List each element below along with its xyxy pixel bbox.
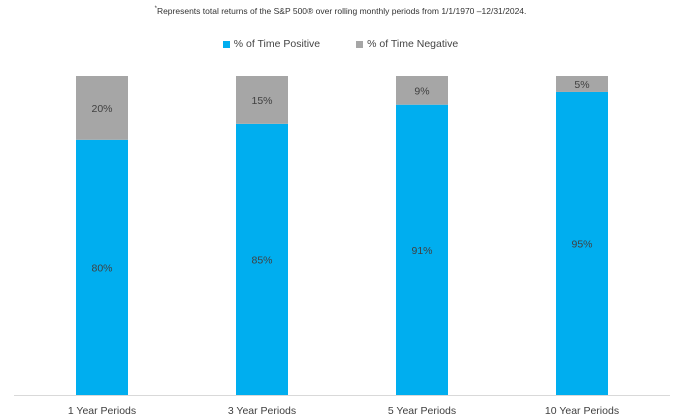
bar-negative-2 — [236, 76, 288, 124]
bar-positive-3 — [396, 104, 448, 396]
legend-swatch-negative — [356, 40, 364, 48]
data-label-negative-2: 15% — [251, 95, 272, 107]
bar-positive-1 — [76, 139, 128, 395]
bar-positive-4 — [556, 91, 608, 395]
data-label-negative-1: 20% — [91, 103, 112, 115]
footnote-marker: * — [154, 6, 157, 13]
legend: % of Time Positive % of Time Negative — [0, 38, 681, 50]
bar-negative-4 — [556, 76, 608, 92]
x-tick-label-2: 3 Year Periods — [228, 405, 296, 417]
footnote-text: Represents total returns of the S&P 500®… — [156, 6, 527, 16]
legend-label-positive: % of Time Positive — [233, 38, 321, 50]
x-tick-label-1: 1 Year Periods — [68, 405, 136, 417]
footnote: *Represents total returns of the S&P 500… — [0, 6, 681, 16]
data-label-negative-4: 5% — [574, 79, 589, 91]
data-label-positive-4: 95% — [571, 238, 592, 250]
x-tick-label-4: 10 Year Periods — [545, 405, 619, 417]
data-label-positive-2: 85% — [251, 254, 272, 266]
legend-swatch-positive — [222, 40, 230, 48]
data-label-negative-3: 9% — [414, 85, 429, 97]
x-tick-label-3: 5 Year Periods — [388, 405, 456, 417]
legend-label-negative: % of Time Negative — [367, 38, 459, 50]
bar-negative-3 — [396, 76, 448, 105]
data-label-positive-3: 91% — [411, 245, 432, 257]
bar-negative-1 — [76, 76, 128, 140]
legend-item-positive: % of Time Positive — [222, 38, 321, 50]
data-label-positive-1: 80% — [91, 262, 112, 274]
legend-item-negative: % of Time Negative — [356, 38, 458, 50]
bar-positive-2 — [236, 123, 288, 395]
